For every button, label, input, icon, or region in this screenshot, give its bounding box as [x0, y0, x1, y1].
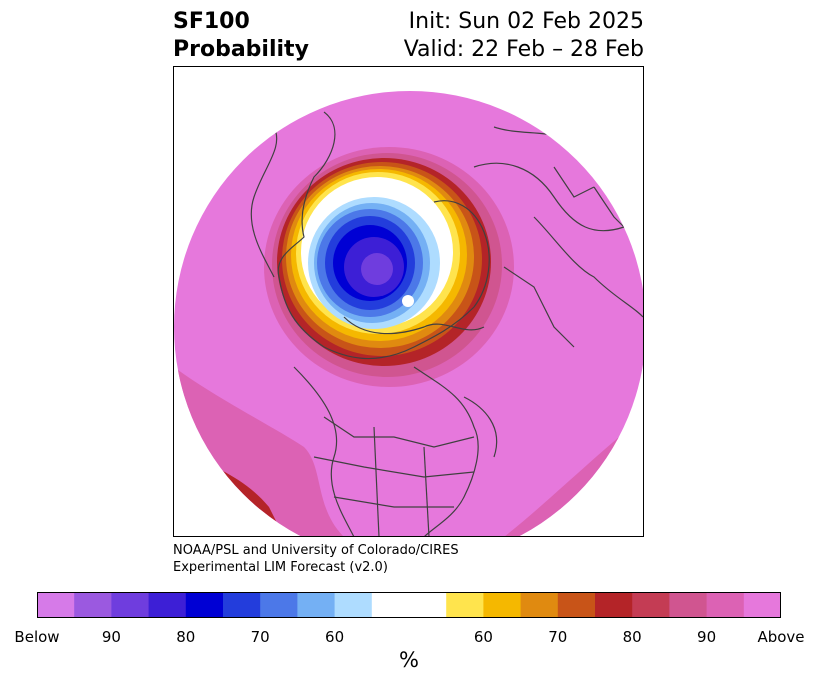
- chart-title: SF100 Probability: [173, 8, 309, 64]
- title-line-1: SF100: [173, 9, 250, 34]
- colorbar-swatch: [334, 592, 373, 618]
- colorbar-swatch: [483, 592, 522, 618]
- colorbar-tick-label: 60: [473, 628, 493, 646]
- colorbar-unit: %: [399, 648, 419, 672]
- colorbar-swatch: [148, 592, 187, 618]
- title-line-2: Probability: [173, 37, 309, 62]
- colorbar-swatch: [632, 592, 670, 618]
- credit-line-2: Experimental LIM Forecast (v2.0): [173, 560, 388, 575]
- colorbar-swatch: [595, 592, 633, 618]
- colorbar-tick-label: Below: [14, 628, 60, 646]
- colorbar-swatch: [185, 592, 224, 618]
- colorbar-swatch: [669, 592, 708, 618]
- colorbar-swatch: [520, 592, 559, 618]
- colorbar-swatch: [557, 592, 596, 618]
- colorbar-swatch: [706, 592, 745, 618]
- colorbar-tick-label: 80: [176, 628, 196, 646]
- credit: NOAA/PSL and University of Colorado/CIRE…: [173, 542, 459, 576]
- colorbar-tick-label: 70: [250, 628, 270, 646]
- credit-line-1: NOAA/PSL and University of Colorado/CIRE…: [173, 543, 459, 558]
- colorbar-tick-label: 90: [101, 628, 121, 646]
- colorbar-swatch: [111, 592, 150, 618]
- probability-map: [174, 91, 643, 536]
- colorbar-swatch: [743, 592, 781, 618]
- colorbar-frame: [37, 592, 781, 618]
- colorbar-tick-label: 60: [325, 628, 345, 646]
- colorbar-swatch: [371, 592, 447, 618]
- forecast-dates: Init: Sun 02 Feb 2025 Valid: 22 Feb – 28…: [404, 8, 644, 64]
- colorbar-swatch: [37, 592, 75, 618]
- colorbar-swatch: [446, 592, 484, 618]
- field-orange-sw: [174, 477, 244, 536]
- colorbar: [37, 592, 781, 618]
- field-violet: [361, 253, 393, 285]
- colorbar-tick-label: 80: [622, 628, 642, 646]
- colorbar-swatch: [297, 592, 336, 618]
- polar-map: [173, 66, 644, 537]
- colorbar-tick-label: 90: [697, 628, 717, 646]
- init-date: Init: Sun 02 Feb 2025: [408, 9, 644, 34]
- colorbar-tick-label: Above: [757, 628, 805, 646]
- colorbar-swatch: [223, 592, 261, 618]
- colorbar-swatch: [260, 592, 298, 618]
- colorbar-tick-label: 70: [548, 628, 568, 646]
- valid-range: Valid: 22 Feb – 28 Feb: [403, 37, 644, 62]
- colorbar-swatch: [74, 592, 112, 618]
- pole-marker: [402, 295, 414, 307]
